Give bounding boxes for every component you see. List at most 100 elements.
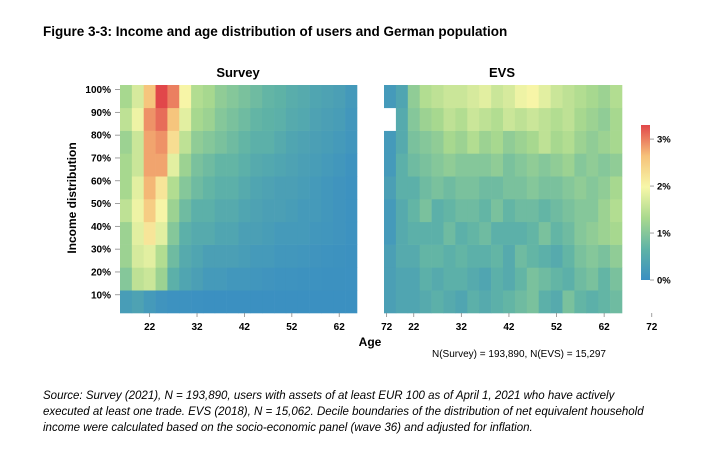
heatmap-cell (191, 85, 204, 109)
heatmap-cell (562, 290, 575, 314)
heatmap-cell (333, 130, 346, 154)
x-axis-ticks-survey: 22 32 42 52 62 72 (144, 313, 393, 333)
x-tick-label: 32 (191, 322, 203, 333)
y-axis-label: Income distribution (65, 142, 79, 253)
heatmap-cell (395, 290, 409, 314)
heatmap-cell (562, 130, 575, 154)
heatmap-cell (191, 176, 204, 200)
heatmap-cell (191, 107, 204, 131)
heatmap-cell (214, 176, 227, 200)
heatmap-cell (467, 244, 480, 268)
heatmap-cell (550, 130, 563, 154)
heatmap-cell (491, 153, 504, 177)
heatmap-cell (309, 221, 322, 245)
heatmap-cell (562, 153, 575, 177)
heatmap-cell (395, 267, 409, 291)
heatmap-cell (179, 130, 192, 154)
heatmap-cell (514, 153, 528, 177)
heatmap-cell (274, 221, 287, 245)
heatmap-cell (226, 107, 239, 131)
x-tick-label: 52 (286, 322, 298, 333)
heatmap-cell (467, 176, 480, 200)
heatmap-cell (120, 153, 133, 177)
x-tick-label: 42 (503, 322, 515, 333)
heatmap-cell (262, 130, 275, 154)
heatmap-cell (598, 107, 611, 131)
heatmap-cell (455, 244, 468, 268)
heatmap-cell (226, 244, 239, 268)
heatmap-cell (262, 107, 275, 131)
heatmap-cell (431, 130, 444, 154)
x-tick-label: 42 (239, 322, 251, 333)
heatmap-cell (431, 85, 444, 109)
heatmap-cell (285, 107, 299, 131)
heatmap-cell (598, 130, 611, 154)
heatmap-cell (333, 267, 346, 291)
heatmap-cell (455, 290, 468, 314)
heatmap-cell (238, 153, 251, 177)
heatmap-cell (345, 85, 358, 109)
colorbar-ticks: 0% 1% 2% 3% (650, 135, 671, 287)
heatmap-cell (285, 244, 299, 268)
heatmap-cell (131, 107, 144, 131)
heatmap-cell (321, 199, 334, 223)
heatmap-cell (262, 267, 275, 291)
heatmap-cell (610, 267, 623, 291)
heatmap-cell (250, 130, 263, 154)
heatmap-cell (143, 221, 156, 245)
heatmap-cell (191, 199, 204, 223)
heatmap-cell (598, 176, 611, 200)
heatmap-cell (491, 130, 504, 154)
y-tick-label: 20% (91, 267, 111, 278)
heatmap-cell (395, 244, 409, 268)
heatmap-cell (550, 153, 563, 177)
heatmap-cell (610, 153, 623, 177)
heatmap-cell (455, 199, 468, 223)
heatmap-cell (274, 85, 287, 109)
heatmap-cell (526, 290, 539, 314)
heatmap-cell (503, 107, 516, 131)
heatmap-cell (167, 221, 180, 245)
heatmap-cell (179, 244, 192, 268)
heatmap-cell (191, 290, 204, 314)
heatmap-cell (226, 221, 239, 245)
heatmap-cell (586, 199, 599, 223)
heatmap-cell (574, 85, 587, 109)
heatmap-cell (297, 176, 310, 200)
heatmap-cell (226, 153, 239, 177)
y-tick-label: 10% (91, 290, 111, 301)
heatmap-cell (214, 290, 227, 314)
heatmap-cell (610, 130, 623, 154)
heatmap-cell (333, 244, 346, 268)
heatmap-cell (550, 244, 563, 268)
heatmap-cell (479, 153, 492, 177)
heatmap-cell (598, 244, 611, 268)
heatmap-cell (250, 199, 263, 223)
heatmap-cell (598, 199, 611, 223)
heatmap-cell (538, 267, 551, 291)
heatmap-cell (610, 107, 623, 131)
heatmap-cell (345, 130, 358, 154)
heatmap-cell (333, 176, 346, 200)
heatmap-cell (526, 176, 539, 200)
heatmap-cell (514, 176, 528, 200)
heatmap-cell (120, 267, 133, 291)
heatmap-cell (514, 221, 528, 245)
heatmap-cell (321, 267, 334, 291)
heatmap-cell (503, 221, 516, 245)
heatmap-cell (431, 176, 444, 200)
heatmap-cell (384, 244, 397, 268)
heatmap-cell (455, 153, 468, 177)
heatmap-cell (297, 221, 310, 245)
heatmap-cell (262, 85, 275, 109)
heatmap-cell (586, 130, 599, 154)
heatmap-cell (214, 130, 227, 154)
heatmap-cell (526, 107, 539, 131)
heatmap-cell (345, 107, 358, 131)
heatmap-cell (467, 130, 480, 154)
heatmap-cell (455, 107, 468, 131)
heatmap-cell (274, 199, 287, 223)
heatmap-cell (309, 130, 322, 154)
heatmap-cell (262, 290, 275, 314)
heatmap-cell (384, 130, 397, 154)
